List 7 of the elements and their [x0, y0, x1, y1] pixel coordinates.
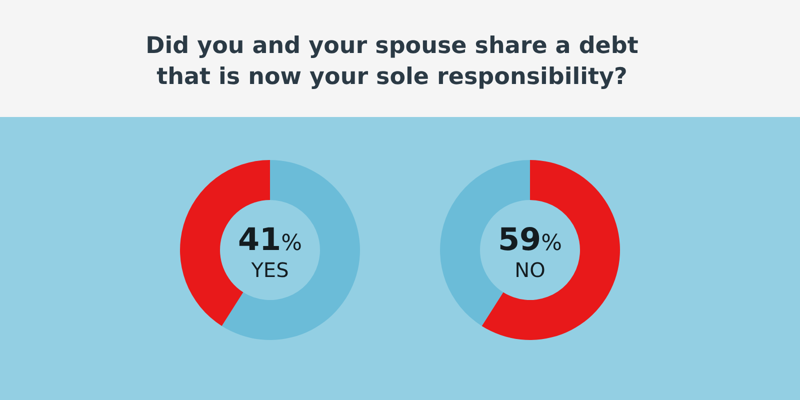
slice-label: YES	[250, 258, 289, 282]
chart-title: Did you and your spouse share a debt that is now your sole responsibility?	[146, 33, 638, 90]
data-label: 41%	[238, 222, 302, 258]
donut-slice	[482, 160, 620, 340]
donut-slice	[222, 160, 360, 340]
slice-label: NO	[514, 258, 546, 282]
data-label: 59%	[498, 222, 562, 258]
